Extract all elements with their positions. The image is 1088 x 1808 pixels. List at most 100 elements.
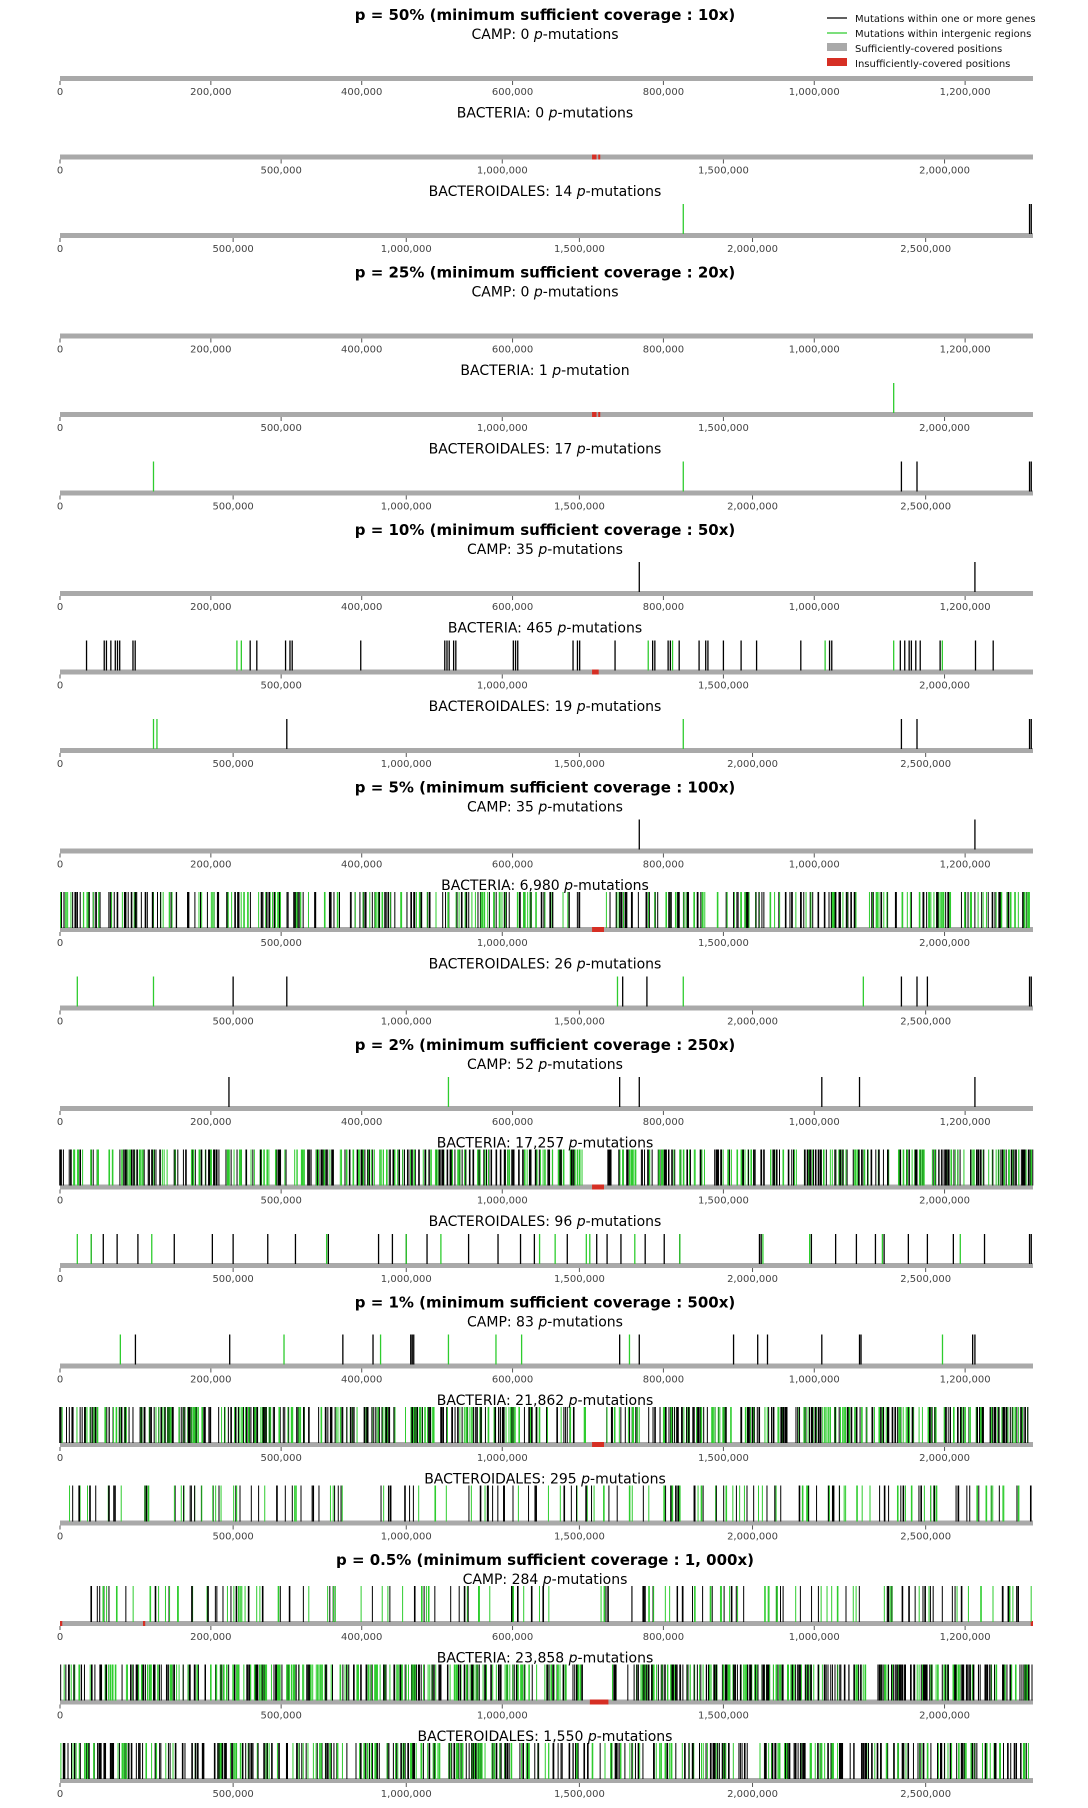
tick-label: 1,000,000 [477, 1196, 528, 1207]
track-camp: CAMP: 0 p-mutations 0 200,000 400,000 600,00… [57, 27, 1033, 98]
tick-label: 0 [57, 423, 63, 434]
tick-label: 1,200,000 [940, 1375, 991, 1386]
coverage-axis [60, 591, 1033, 596]
tick-label: 0 [57, 860, 63, 871]
section-5: p = 1% (minimum sufficient coverage : 50… [57, 1294, 1033, 1543]
tick-label: 800,000 [643, 345, 684, 356]
tick-label: 500,000 [260, 1453, 301, 1464]
legend-uncovered-label: Insufficiently-covered positions [855, 59, 1010, 70]
tick-label: 0 [57, 938, 63, 949]
tick-label: 1,200,000 [940, 860, 991, 871]
tick-label: 600,000 [492, 1117, 533, 1128]
tick-label: 1,500,000 [554, 1017, 605, 1028]
plot-area: p = 50% (minimum sufficient coverage : 1… [57, 6, 1034, 1800]
uncovered-region [592, 927, 604, 932]
coverage-axis [60, 748, 1033, 753]
track-camp: CAMP: 35 p-mutations 0 200,000 400,000 600,0… [57, 542, 1033, 613]
track-title: BACTERIA: 1 p-mutation [460, 363, 629, 379]
tick-label: 400,000 [341, 1632, 382, 1643]
track-title: BACTEROIDALES: 1,550 p-mutations [418, 1729, 673, 1745]
track-title: CAMP: 35 p-mutations [467, 542, 623, 558]
uncovered-region [592, 669, 599, 675]
tick-label: 200,000 [190, 1632, 231, 1643]
tick-label: 1,500,000 [554, 1274, 605, 1285]
uncovered-region [142, 1621, 146, 1626]
tick-label: 1,200,000 [940, 345, 991, 356]
tick-label: 0 [57, 345, 63, 356]
track-camp: CAMP: 83 p-mutations 0 200,000 400,000 600,0… [57, 1315, 1033, 1386]
tick-label: 1,500,000 [554, 1532, 605, 1543]
tick-label: 1,000,000 [789, 602, 840, 613]
uncovered-region [598, 412, 601, 417]
track-bacteroidales: BACTEROIDALES: 26 p-mutations 0 500,000 1,0… [57, 957, 1033, 1028]
coverage-axis [60, 1442, 1033, 1447]
section-title: p = 1% (minimum sufficient coverage : 50… [355, 1294, 736, 1312]
tick-label: 500,000 [260, 166, 301, 177]
tick-label: 1,500,000 [698, 938, 749, 949]
track-title: BACTEROIDALES: 14 p-mutations [429, 184, 662, 200]
tick-label: 600,000 [492, 860, 533, 871]
track-title: BACTERIA: 23,858 p-mutations [437, 1651, 654, 1667]
tick-label: 400,000 [341, 1375, 382, 1386]
section-4: p = 2% (minimum sufficient coverage : 25… [57, 1036, 1034, 1285]
tick-label: 500,000 [260, 938, 301, 949]
tick-label: 0 [57, 1711, 63, 1722]
tick-label: 2,000,000 [727, 1017, 778, 1028]
track-bacteria: BACTERIA: 0 p-mutations 0 500,000 1,000,000… [57, 106, 1033, 177]
tick-label: 1,500,000 [698, 681, 749, 692]
uncovered-region [60, 1621, 63, 1626]
track-bacteroidales: BACTEROIDALES: 295 p-mutations 0 500,000 1,… [57, 1472, 1033, 1543]
tick-label: 2,500,000 [900, 759, 951, 770]
tick-label: 500,000 [212, 1017, 253, 1028]
tick-label: 1,000,000 [789, 345, 840, 356]
track-bacteria: BACTERIA: 21,862 p-mutations 0 500,000 1,00… [57, 1393, 1033, 1464]
tick-label: 1,500,000 [554, 244, 605, 255]
track-bacteroidales: BACTEROIDALES: 96 p-mutations 0 500,000 1,0… [57, 1214, 1033, 1285]
uncovered-region [592, 154, 597, 160]
tick-label: 500,000 [212, 1789, 253, 1800]
tick-label: 800,000 [643, 860, 684, 871]
tick-label: 1,000,000 [789, 87, 840, 98]
tick-label: 1,000,000 [477, 1453, 528, 1464]
tick-label: 1,000,000 [789, 1375, 840, 1386]
track-bacteroidales: BACTEROIDALES: 1,550 p-mutations 0 500,000… [57, 1729, 1033, 1800]
track-title: CAMP: 284 p-mutations [463, 1572, 628, 1588]
tick-label: 1,000,000 [381, 1017, 432, 1028]
tick-label: 1,200,000 [940, 1117, 991, 1128]
tick-label: 2,000,000 [727, 759, 778, 770]
tick-label: 1,500,000 [554, 759, 605, 770]
track-title: CAMP: 0 p-mutations [471, 27, 618, 43]
tick-label: 800,000 [643, 1117, 684, 1128]
tick-label: 600,000 [492, 602, 533, 613]
track-bacteria: BACTERIA: 23,858 p-mutations 0 500,000 1,00… [57, 1651, 1033, 1722]
coverage-axis [60, 412, 1033, 417]
uncovered-region [598, 154, 601, 160]
coverage-axis [60, 233, 1033, 238]
tick-label: 2,000,000 [727, 502, 778, 513]
section-3: p = 5% (minimum sufficient coverage : 10… [57, 779, 1033, 1028]
tick-label: 0 [57, 87, 63, 98]
tick-label: 400,000 [341, 87, 382, 98]
track-title: CAMP: 0 p-mutations [471, 285, 618, 301]
track-bacteria: BACTERIA: 1 p-mutation 0 500,000 1,000,000 1… [57, 363, 1033, 434]
legend-covered-label: Sufficiently-covered positions [855, 44, 1002, 55]
coverage-axis [60, 669, 1033, 675]
tick-label: 1,000,000 [381, 244, 432, 255]
tick-label: 400,000 [341, 860, 382, 871]
track-bacteroidales: BACTEROIDALES: 19 p-mutations 0 500,000 1,0… [57, 699, 1033, 770]
tick-label: 0 [57, 1017, 63, 1028]
tick-label: 1,000,000 [477, 423, 528, 434]
legend-gene-label: Mutations within one or more genes [855, 14, 1036, 25]
tick-label: 1,500,000 [698, 1711, 749, 1722]
tick-label: 0 [57, 1453, 63, 1464]
coverage-axis [60, 927, 1033, 932]
tick-label: 1,500,000 [554, 1789, 605, 1800]
track-camp: CAMP: 52 p-mutations 0 200,000 400,000 600,0… [57, 1057, 1033, 1128]
track-title: CAMP: 52 p-mutations [467, 1057, 623, 1073]
track-title: BACTERIA: 21,862 p-mutations [437, 1393, 654, 1409]
tick-label: 500,000 [212, 1532, 253, 1543]
tick-label: 2,500,000 [900, 1274, 951, 1285]
tick-label: 0 [57, 1375, 63, 1386]
tick-label: 800,000 [643, 1375, 684, 1386]
tick-label: 200,000 [190, 345, 231, 356]
